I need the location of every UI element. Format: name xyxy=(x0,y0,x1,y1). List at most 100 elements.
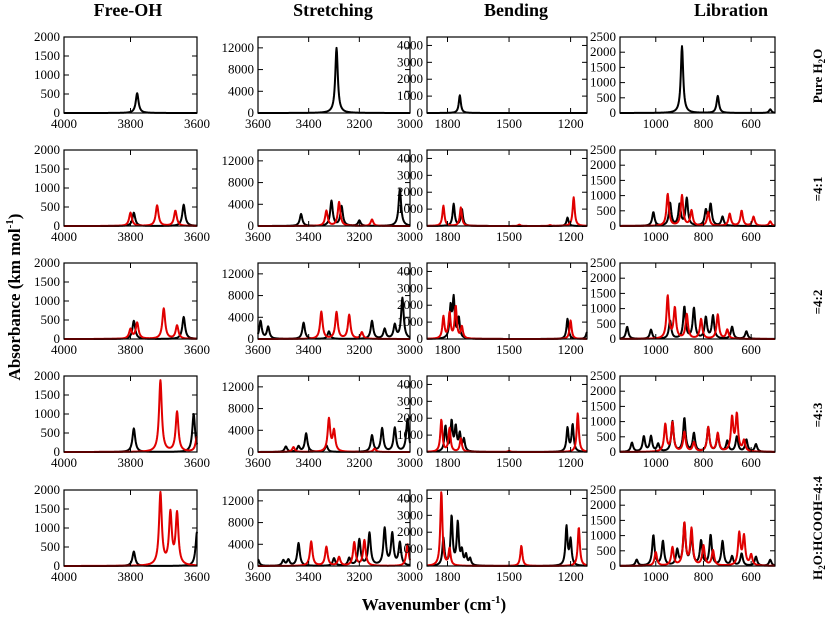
y-tick-label: 0 xyxy=(248,218,255,233)
x-tick-label: 3200 xyxy=(346,342,372,357)
panel-frame xyxy=(619,262,776,340)
x-tick-label: 800 xyxy=(694,116,714,131)
x-tick-label: 3200 xyxy=(346,455,372,470)
y-tick-label: 0 xyxy=(54,444,61,459)
panel-frame xyxy=(426,36,588,114)
y-tick-label: 12000 xyxy=(222,493,255,508)
x-tick-label: 1000 xyxy=(643,229,669,244)
y-tick-label: 500 xyxy=(41,199,61,214)
y-tick-label: 0 xyxy=(54,105,61,120)
x-tick-label: 3600 xyxy=(245,569,271,584)
y-tick-label: 1000 xyxy=(590,414,616,429)
x-tick-label: 3600 xyxy=(184,569,210,584)
y-tick-label: 2000 xyxy=(590,157,616,172)
x-tick-label: 3600 xyxy=(245,116,271,131)
x-tick-label: 4000 xyxy=(51,455,77,470)
x-tick-label: 3000 xyxy=(397,569,423,584)
column-title-libration: Libration xyxy=(694,0,768,20)
row-label-ratio-4-1: =4:1 xyxy=(810,177,825,202)
panel-frame xyxy=(426,489,588,567)
y-tick-label: 1000 xyxy=(34,406,60,421)
series-black-line xyxy=(257,188,411,227)
y-tick-label: 1000 xyxy=(34,520,60,535)
panel-frame xyxy=(63,36,198,114)
y-tick-label: 1500 xyxy=(590,512,616,527)
y-tick-label: 8000 xyxy=(228,62,254,77)
y-tick-label: 2000 xyxy=(590,44,616,59)
y-tick-label: 2500 xyxy=(590,368,616,383)
panel-r3-c1: 0 4000 8000 12000 3600 3400 3200 3000 xyxy=(222,375,423,470)
panel-frame xyxy=(257,36,411,114)
x-tick-label: 3800 xyxy=(118,229,144,244)
x-tick-label: 600 xyxy=(741,455,761,470)
y-tick-label: 0 xyxy=(610,558,617,573)
row-label-ratio-4-4: H2O:HCOOH=4:4 xyxy=(810,476,827,580)
panel-frame xyxy=(257,149,411,227)
x-tick-label: 3400 xyxy=(296,569,322,584)
x-tick-label: 1500 xyxy=(496,229,522,244)
series-red-line xyxy=(63,379,198,453)
y-tick-label: 0 xyxy=(610,218,617,233)
y-tick-label: 2000 xyxy=(397,184,423,199)
y-tick-label: 0 xyxy=(54,218,61,233)
x-tick-label: 800 xyxy=(694,455,714,470)
y-tick-label: 0 xyxy=(54,558,61,573)
y-tick-label: 1500 xyxy=(34,274,60,289)
y-tick-label: 0 xyxy=(417,218,424,233)
y-tick-label: 8000 xyxy=(228,515,254,530)
x-tick-label: 3000 xyxy=(397,342,423,357)
y-tick-label: 4000 xyxy=(397,37,423,52)
y-tick-label: 0 xyxy=(248,558,255,573)
y-tick-label: 2000 xyxy=(34,29,60,44)
panel-frame xyxy=(619,36,776,114)
x-tick-label: 800 xyxy=(694,229,714,244)
y-tick-label: 2000 xyxy=(34,255,60,270)
series-red-line xyxy=(257,416,411,453)
x-tick-label: 1800 xyxy=(435,342,461,357)
y-tick-label: 1000 xyxy=(34,293,60,308)
y-tick-label: 1500 xyxy=(590,285,616,300)
y-tick-label: 2000 xyxy=(590,270,616,285)
y-tick-label: 500 xyxy=(41,539,61,554)
column-title-bending: Bending xyxy=(484,0,548,20)
panel-r1-c0: 0 500 1000 1500 2000 4000 3800 3600 xyxy=(34,142,210,244)
x-tick-label: 3800 xyxy=(118,116,144,131)
panel-frame xyxy=(619,489,776,567)
x-tick-label: 3400 xyxy=(296,229,322,244)
column-title-free-oh: Free-OH xyxy=(94,0,163,20)
y-tick-label: 1000 xyxy=(590,75,616,90)
x-tick-label: 3800 xyxy=(118,455,144,470)
x-tick-label: 1200 xyxy=(558,455,584,470)
y-tick-label: 500 xyxy=(597,203,617,218)
panel-r2-c1: 0 4000 8000 12000 3600 3400 3200 3000 xyxy=(222,262,423,357)
y-tick-label: 1000 xyxy=(590,188,616,203)
x-tick-label: 3000 xyxy=(397,116,423,131)
y-tick-label: 12000 xyxy=(222,40,255,55)
y-tick-label: 0 xyxy=(248,105,255,120)
x-tick-label: 1500 xyxy=(496,116,522,131)
panel-frame xyxy=(257,489,411,567)
y-tick-label: 4000 xyxy=(397,376,423,391)
x-tick-label: 3400 xyxy=(296,455,322,470)
series-black-line xyxy=(619,417,776,453)
y-tick-label: 4000 xyxy=(228,536,254,551)
panel-r0-c0: 0 500 1000 1500 2000 4000 3800 3600 xyxy=(34,29,210,131)
y-tick-label: 4000 xyxy=(228,422,254,437)
y-tick-label: 1000 xyxy=(397,427,423,442)
x-tick-label: 4000 xyxy=(51,342,77,357)
x-tick-label: 1500 xyxy=(496,455,522,470)
x-tick-label: 3600 xyxy=(184,229,210,244)
y-tick-label: 2000 xyxy=(590,497,616,512)
panel-r0-c2: 0 1000 2000 3000 4000 1800 1500 1200 xyxy=(397,36,588,131)
panel-frame xyxy=(257,375,411,453)
y-tick-label: 8000 xyxy=(228,175,254,190)
y-tick-label: 0 xyxy=(417,558,424,573)
x-axis-label: Wavenumber (cm-1) xyxy=(362,594,506,614)
y-tick-label: 0 xyxy=(248,331,255,346)
y-tick-label: 12000 xyxy=(222,379,255,394)
x-tick-label: 1000 xyxy=(643,569,669,584)
panel-r1-c2: 0 1000 2000 3000 4000 1800 1500 1200 xyxy=(397,149,588,244)
